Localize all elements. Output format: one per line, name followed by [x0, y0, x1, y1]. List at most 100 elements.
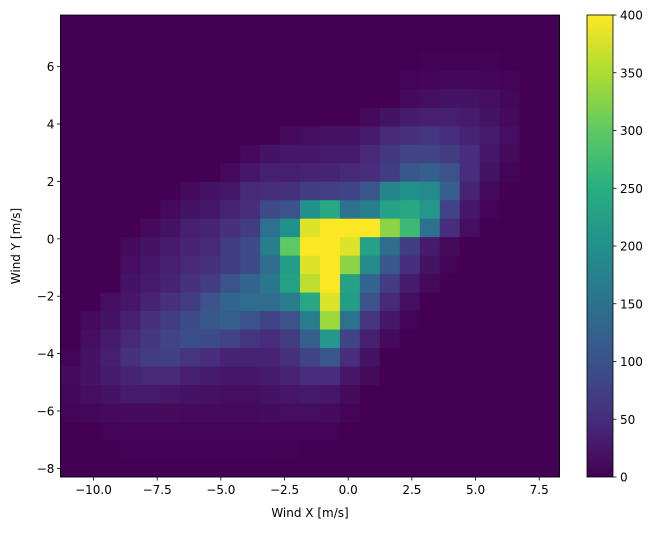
heatmap-cell [60, 51, 81, 71]
heatmap-cell [180, 15, 201, 34]
heatmap-cell [240, 181, 261, 201]
heatmap-cell [140, 162, 161, 182]
heatmap-cell [359, 199, 381, 219]
heatmap-cell [200, 88, 221, 108]
heatmap-cell [160, 70, 181, 90]
heatmap-cell [499, 144, 521, 164]
heatmap-cell [140, 458, 161, 478]
heatmap-cell [419, 15, 441, 34]
heatmap-cell [519, 51, 541, 71]
heatmap-cell [300, 440, 321, 459]
heatmap-cell [140, 384, 161, 404]
heatmap-cell [160, 199, 181, 219]
heatmap-cell [359, 347, 381, 367]
heatmap-cell [80, 33, 101, 53]
heatmap-cell [240, 107, 261, 127]
heatmap-cell [419, 236, 441, 256]
y-tick-label: 0 [47, 232, 55, 246]
heatmap-cell [419, 33, 441, 53]
heatmap-cell [439, 125, 461, 145]
heatmap-cell [479, 218, 501, 238]
heatmap-cell [240, 162, 261, 182]
heatmap-cell [100, 347, 121, 367]
heatmap-cell [200, 292, 221, 312]
heatmap-cell [399, 162, 421, 182]
heatmap-cell [519, 236, 541, 256]
heatmap-cell [379, 384, 401, 404]
heatmap-cell [459, 236, 481, 256]
heatmap-cell [419, 107, 441, 127]
heatmap-cell [539, 421, 560, 441]
heatmap-cell [479, 236, 501, 256]
heatmap-cell [180, 273, 201, 293]
heatmap-cell [180, 125, 201, 145]
heatmap-cell [240, 51, 261, 71]
heatmap-cell [319, 88, 341, 108]
heatmap-cell [339, 440, 361, 459]
heatmap-cell [60, 310, 81, 330]
heatmap-cell [120, 88, 141, 108]
heatmap-cell [339, 144, 361, 164]
heatmap-cell [439, 403, 461, 422]
heatmap-cell [120, 162, 141, 182]
heatmap-cell [419, 384, 441, 404]
heatmap-cell [519, 107, 541, 127]
heatmap-cell [339, 15, 361, 34]
heatmap-cell [479, 255, 501, 275]
heatmap-cell [439, 144, 461, 164]
heatmap-cell [479, 384, 501, 404]
heatmap-cell [260, 440, 281, 459]
heatmap-cell [60, 329, 81, 349]
heatmap-cell [240, 366, 261, 385]
heatmap-cell [120, 15, 141, 34]
heatmap-cell [319, 162, 341, 182]
heatmap-cell [359, 88, 381, 108]
heatmap-cell [260, 70, 281, 90]
heatmap-cell [300, 51, 321, 71]
heatmap-cell [519, 181, 541, 201]
heatmap-cell [120, 292, 141, 312]
heatmap-cell [280, 440, 301, 459]
heatmap-cell [240, 144, 261, 164]
heatmap-cell [80, 458, 101, 478]
heatmap-cell [60, 199, 81, 219]
heatmap-cell [459, 88, 481, 108]
heatmap-cell [280, 107, 301, 127]
heatmap-cell [379, 366, 401, 385]
heatmap-cell [160, 162, 181, 182]
heatmap-cell [60, 162, 81, 182]
heatmap-cell [60, 181, 81, 201]
colorbar-tick-label: 50 [620, 413, 635, 427]
y-tick-label: −6 [37, 405, 55, 419]
heatmap-cell [260, 329, 281, 349]
heatmap-cell [260, 458, 281, 478]
heatmap-cell [459, 199, 481, 219]
heatmap-cell [300, 236, 321, 256]
y-tick-label: −2 [37, 290, 55, 304]
heatmap-cell [319, 347, 341, 367]
heatmap-cell [300, 384, 321, 404]
heatmap-cell [379, 15, 401, 34]
heatmap-cell [200, 125, 221, 145]
heatmap-cell [499, 125, 521, 145]
heatmap-cell [339, 107, 361, 127]
heatmap-cell [499, 236, 521, 256]
heatmap-cell [519, 88, 541, 108]
heatmap-cell [180, 51, 201, 71]
heatmap-cell [419, 88, 441, 108]
heatmap-cells [60, 15, 560, 478]
heatmap-cell [100, 403, 121, 422]
heatmap-cell [519, 310, 541, 330]
heatmap-cell [240, 125, 261, 145]
heatmap-cell [120, 329, 141, 349]
heatmap-cell [379, 421, 401, 441]
heatmap-cell [100, 15, 121, 34]
heatmap-cell [319, 255, 341, 275]
heatmap-cell [180, 236, 201, 256]
heatmap-cell [160, 88, 181, 108]
heatmap-cell [399, 218, 421, 238]
heatmap-cell [319, 15, 341, 34]
heatmap-cell [80, 144, 101, 164]
heatmap-cell [439, 15, 461, 34]
y-tick-label: 2 [47, 175, 55, 189]
